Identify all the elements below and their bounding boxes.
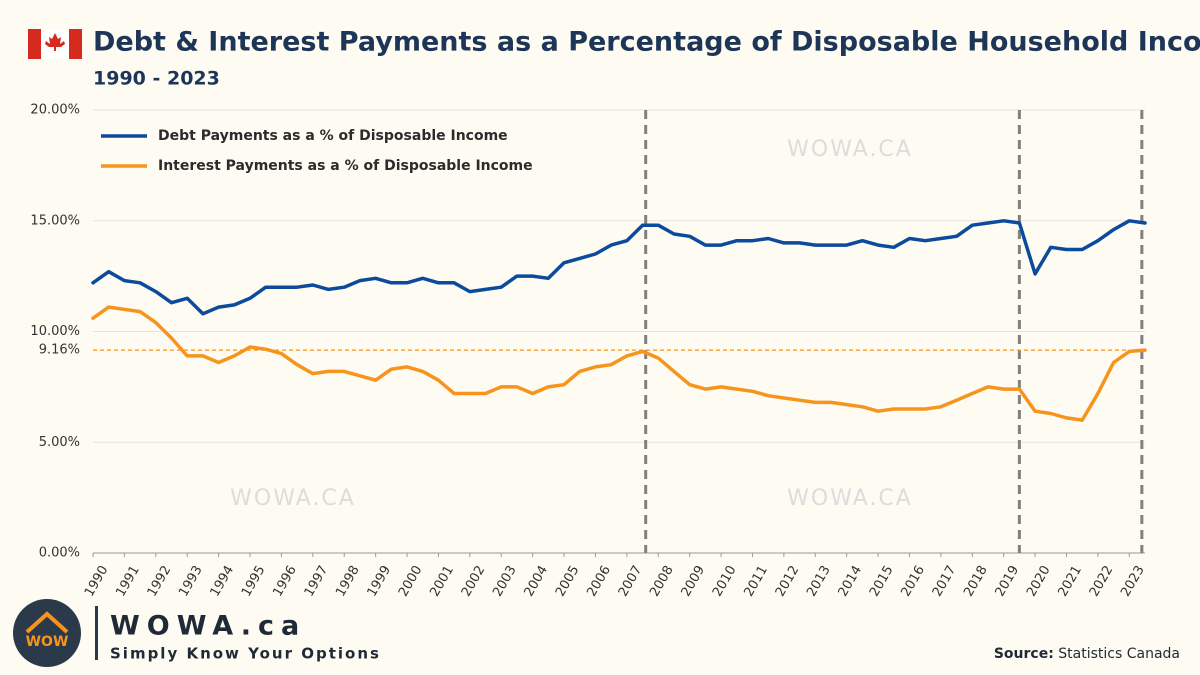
watermark: WOWA.CA xyxy=(787,137,913,162)
logo-icon-text: WOW xyxy=(26,634,69,650)
legend-label: Debt Payments as a % of Disposable Incom… xyxy=(158,128,508,144)
y-tick-label: 5.00% xyxy=(39,435,80,450)
reference-label: 9.16% xyxy=(39,343,80,358)
watermark: WOWA.CA xyxy=(787,486,913,511)
logo: WOW xyxy=(13,599,81,667)
y-tick-label: 20.00% xyxy=(30,103,80,118)
source-label: Source: xyxy=(994,646,1054,662)
logo-divider xyxy=(95,606,98,660)
chart-title: Debt & Interest Payments as a Percentage… xyxy=(93,27,1200,58)
y-tick-label: 10.00% xyxy=(30,324,80,339)
watermark: WOWA.CA xyxy=(230,486,356,511)
series-line xyxy=(91,219,1147,316)
source-text: Statistics Canada xyxy=(1058,646,1180,662)
chart-subtitle: 1990 - 2023 xyxy=(93,68,220,90)
source: Source: Statistics Canada xyxy=(994,646,1180,662)
y-tick-label: 0.00% xyxy=(39,546,80,561)
brand-tagline: Simply Know Your Options xyxy=(110,645,381,663)
flag xyxy=(28,29,82,59)
series-line xyxy=(91,305,1147,422)
legend-label: Interest Payments as a % of Disposable I… xyxy=(158,158,533,174)
brand-name: WOWA.ca xyxy=(110,611,306,642)
y-tick-label: 15.00% xyxy=(30,213,80,228)
